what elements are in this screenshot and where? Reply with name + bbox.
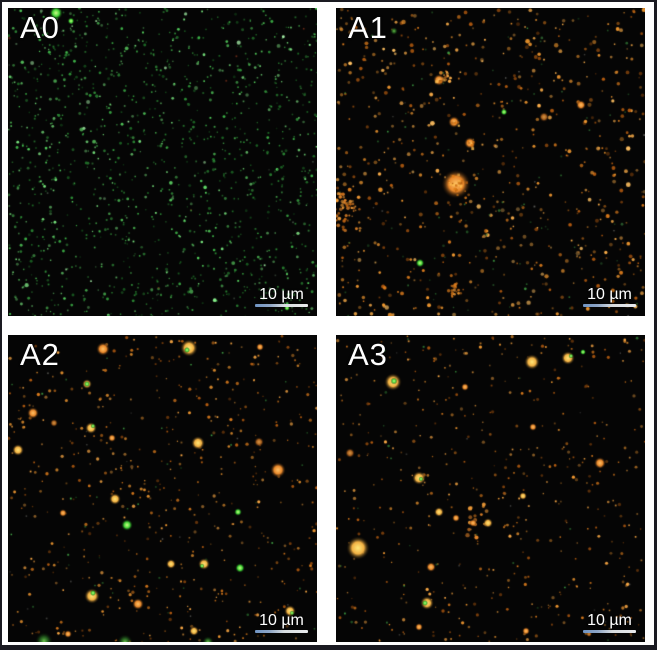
scale-bar-a3-line — [583, 630, 636, 633]
panel-a2-label: A2 — [20, 337, 60, 372]
micrograph-a2-canvas — [8, 335, 317, 642]
scale-bar-a3-text: 10 µm — [587, 612, 632, 629]
panel-a3: A3 10 µm — [336, 335, 645, 642]
scale-bar-a1-line — [583, 304, 636, 307]
panel-a3-label: A3 — [348, 337, 388, 372]
scale-bar-a2-text: 10 µm — [259, 612, 304, 629]
scale-bar-a0-line — [255, 304, 308, 307]
scale-bar-a0-text: 10 µm — [259, 286, 304, 303]
micrograph-a0-canvas — [8, 8, 317, 316]
scale-bar-a3: 10 µm — [583, 612, 636, 633]
scale-bar-a0: 10 µm — [255, 286, 308, 307]
scale-bar-a2-line — [255, 630, 308, 633]
scale-bar-a2: 10 µm — [255, 612, 308, 633]
panel-a1-label: A1 — [348, 10, 388, 45]
micrograph-a1-canvas — [336, 8, 645, 316]
scale-bar-a1-text: 10 µm — [587, 286, 632, 303]
scale-bar-a1: 10 µm — [583, 286, 636, 307]
panel-a0: A0 10 µm — [8, 8, 317, 316]
micrograph-a3-canvas — [336, 335, 645, 642]
panel-a0-label: A0 — [20, 10, 60, 45]
panel-a1: A1 10 µm — [336, 8, 645, 316]
panel-a2: A2 10 µm — [8, 335, 317, 642]
